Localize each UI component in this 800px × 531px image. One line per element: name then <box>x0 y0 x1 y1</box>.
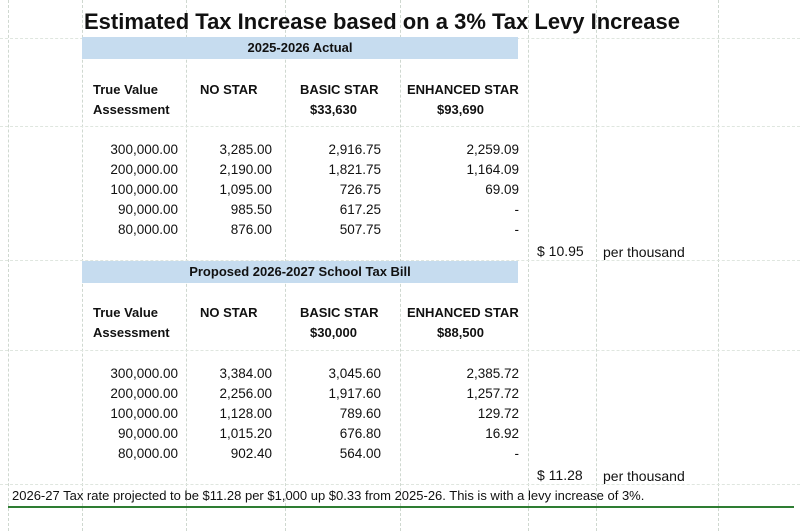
cell-true-value: 200,000.00 <box>110 386 178 401</box>
cell-true-value: 300,000.00 <box>110 142 178 157</box>
cell-true-value: 80,000.00 <box>117 446 178 461</box>
cell-enhanced-star: 2,385.72 <box>466 366 519 381</box>
cell-basic-star: 3,045.60 <box>328 366 381 381</box>
section-2-label: Proposed 2026-2027 School Tax Bill <box>189 264 411 279</box>
table-row: 100,000.00 1,128.00 789.60 129.72 <box>0 406 540 426</box>
cell-basic-star: 726.75 <box>339 182 381 197</box>
table-row: 90,000.00 985.50 617.25 - <box>0 202 540 222</box>
cell-no-star: 985.50 <box>230 202 272 217</box>
col-header-true-value: True Value <box>93 82 159 97</box>
cell-true-value: 300,000.00 <box>110 366 178 381</box>
cell-no-star: 876.00 <box>230 222 272 237</box>
col-header-no-star: NO STAR <box>200 305 258 320</box>
table-row: 300,000.00 3,285.00 2,916.75 2,259.09 <box>0 142 540 162</box>
cell-enhanced-star: 1,164.09 <box>466 162 519 177</box>
col-header-basic-star: BASIC STAR <box>300 82 379 97</box>
col-header-basic-star: BASIC STAR <box>300 305 379 320</box>
cell-enhanced-star: - <box>514 222 520 237</box>
section-2-rate-unit: per thousand <box>603 468 685 484</box>
footer-note: 2026-27 Tax rate projected to be $11.28 … <box>12 488 645 503</box>
cell-basic-star: 1,821.75 <box>328 162 381 177</box>
col-header-basic-star-amount: $30,000 <box>310 325 357 340</box>
cell-true-value: 100,000.00 <box>110 406 178 421</box>
col-header-enhanced-star: ENHANCED STAR <box>407 305 519 320</box>
col-header-enhanced-star-amount: $93,690 <box>437 102 484 117</box>
section-1-rate-unit: per thousand <box>603 244 685 260</box>
cell-enhanced-star: 16.92 <box>485 426 519 441</box>
col-header-no-star: NO STAR <box>200 82 258 97</box>
col-header-true-value: True Value <box>93 305 159 320</box>
footer-divider <box>8 506 794 508</box>
section-1-tax-rate: $ 10.95 <box>537 243 584 259</box>
section-1-header-band: 2025-2026 Actual <box>82 37 518 59</box>
cell-true-value: 200,000.00 <box>110 162 178 177</box>
col-header-enhanced-star-amount: $88,500 <box>437 325 484 340</box>
table-row: 100,000.00 1,095.00 726.75 69.09 <box>0 182 540 202</box>
cell-no-star: 1,095.00 <box>219 182 272 197</box>
cell-true-value: 80,000.00 <box>117 222 178 237</box>
section-2-header-band: Proposed 2026-2027 School Tax Bill <box>82 261 518 283</box>
cell-no-star: 2,256.00 <box>219 386 272 401</box>
table-row: 200,000.00 2,256.00 1,917.60 1,257.72 <box>0 386 540 406</box>
cell-true-value: 90,000.00 <box>117 202 178 217</box>
cell-no-star: 1,015.20 <box>219 426 272 441</box>
cell-no-star: 3,384.00 <box>219 366 272 381</box>
table-row: 200,000.00 2,190.00 1,821.75 1,164.09 <box>0 162 540 182</box>
cell-basic-star: 1,917.60 <box>328 386 381 401</box>
page-title: Estimated Tax Increase based on a 3% Tax… <box>84 9 680 34</box>
cell-true-value: 90,000.00 <box>117 426 178 441</box>
cell-enhanced-star: 69.09 <box>485 182 519 197</box>
cell-basic-star: 789.60 <box>339 406 381 421</box>
cell-no-star: 3,285.00 <box>219 142 272 157</box>
table-row: 300,000.00 3,384.00 3,045.60 2,385.72 <box>0 366 540 386</box>
cell-basic-star: 676.80 <box>339 426 381 441</box>
cell-enhanced-star: - <box>514 202 520 217</box>
cell-enhanced-star: 129.72 <box>477 406 519 421</box>
col-header-enhanced-star: ENHANCED STAR <box>407 82 519 97</box>
cell-no-star: 2,190.00 <box>219 162 272 177</box>
cell-enhanced-star: - <box>514 446 520 461</box>
cell-enhanced-star: 2,259.09 <box>466 142 519 157</box>
cell-true-value: 100,000.00 <box>110 182 178 197</box>
cell-no-star: 902.40 <box>230 446 272 461</box>
section-2-tax-rate: $ 11.28 <box>537 467 583 483</box>
cell-no-star: 1,128.00 <box>219 406 272 421</box>
section-1-label: 2025-2026 Actual <box>247 40 353 55</box>
col-header-assessment: Assessment <box>93 325 170 340</box>
cell-basic-star: 617.25 <box>339 202 381 217</box>
table-row: 80,000.00 902.40 564.00 - <box>0 446 540 466</box>
cell-basic-star: 2,916.75 <box>328 142 381 157</box>
col-header-assessment: Assessment <box>93 102 170 117</box>
cell-enhanced-star: 1,257.72 <box>466 386 519 401</box>
col-header-basic-star-amount: $33,630 <box>310 102 357 117</box>
table-row: 90,000.00 1,015.20 676.80 16.92 <box>0 426 540 446</box>
cell-basic-star: 564.00 <box>339 446 381 461</box>
cell-basic-star: 507.75 <box>339 222 381 237</box>
table-row: 80,000.00 876.00 507.75 - <box>0 222 540 242</box>
